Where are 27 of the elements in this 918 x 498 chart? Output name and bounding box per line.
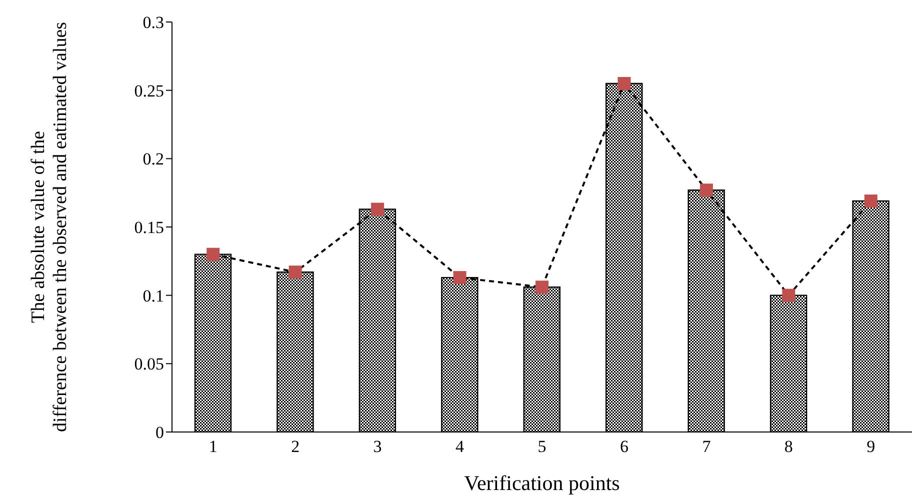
x-tick-label: 9 [866, 437, 876, 456]
x-tick-label: 6 [620, 437, 628, 456]
y-axis-title: The absolute value of the difference between the observed and eatimated values [28, 22, 71, 432]
x-tick-label: 2 [291, 437, 300, 456]
y-tick-label: 0.15 [134, 218, 164, 238]
x-tick-label: 5 [538, 437, 546, 456]
y-tick-label: 0.1 [142, 286, 164, 306]
y-tick-label: 0.3 [142, 13, 164, 32]
point [782, 288, 796, 302]
y-tick-label: 0.2 [142, 150, 164, 169]
x-tick-label: 7 [702, 437, 712, 456]
x-tick-label: 3 [373, 437, 382, 456]
point [700, 184, 713, 197]
point [618, 77, 631, 90]
y-tick-label: 0.05 [134, 354, 164, 374]
x-axis-title: Verification points [464, 471, 620, 495]
y-tick-label: 0.25 [134, 81, 164, 100]
y-tick-label: 0 [156, 423, 164, 442]
point [206, 248, 220, 261]
x-tick-label: 1 [208, 437, 218, 456]
x-tick-label: 8 [784, 437, 793, 456]
point [288, 266, 302, 279]
x-tick-label: 4 [456, 437, 465, 456]
point [371, 202, 384, 216]
point [536, 280, 548, 294]
point [864, 194, 878, 208]
point [453, 271, 466, 284]
